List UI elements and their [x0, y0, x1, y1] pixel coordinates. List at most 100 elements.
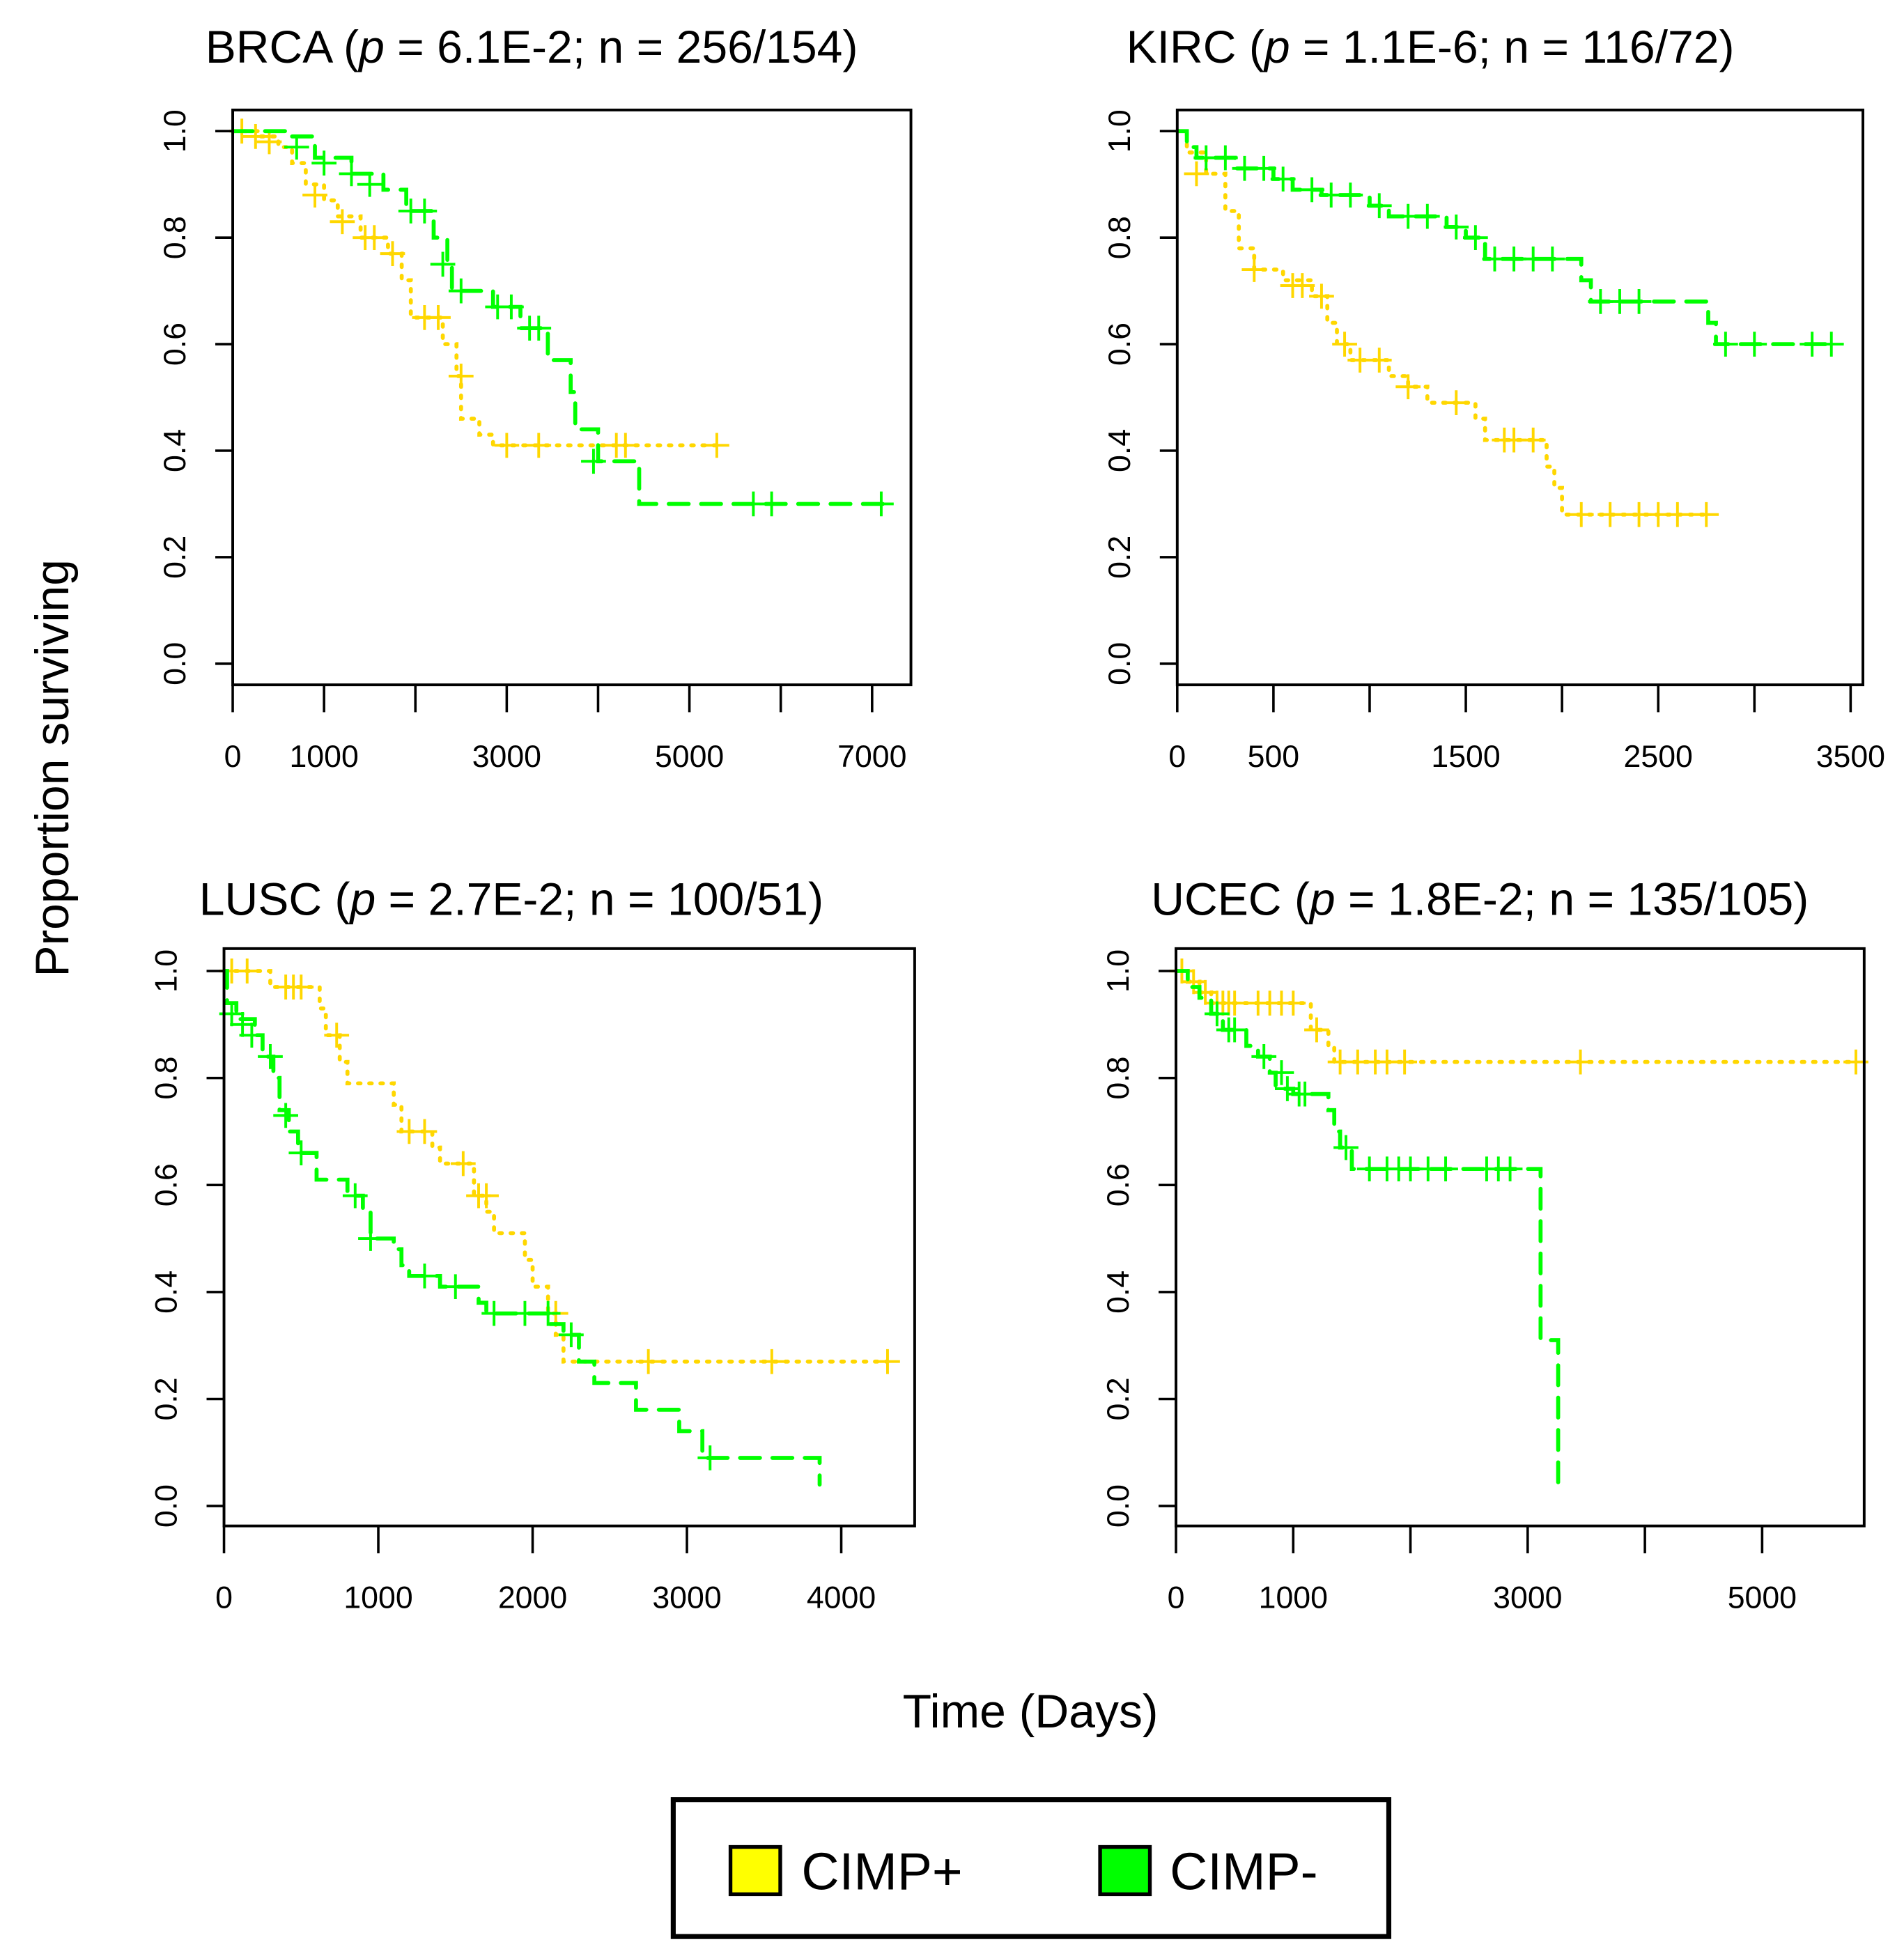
- censor-mark: [1366, 348, 1392, 373]
- km-curve-cimpplus: [1174, 969, 1858, 1064]
- censor-mark: [1290, 273, 1315, 298]
- censor-mark: [1205, 1001, 1230, 1027]
- panel-title-close: ): [808, 874, 823, 926]
- censor-mark: [1713, 332, 1738, 357]
- censor-mark: [1444, 390, 1469, 416]
- panel-title-stats: = 2.7E-2; n = 100/51: [376, 874, 808, 926]
- km-curve-cimpminus: [231, 129, 888, 506]
- panel-title-stats: = 6.1E-2; n = 256/154: [385, 22, 843, 73]
- y-tick-label: 0.2: [158, 536, 192, 579]
- km-curve-cimpminus: [1175, 129, 1834, 346]
- censor-mark: [494, 433, 520, 458]
- x-tick-label: 3000: [1493, 1581, 1562, 1615]
- x-tick-label: 3500: [1816, 740, 1885, 774]
- panel-title: LUSC (p = 2.7E-2; n = 100/51): [199, 874, 823, 926]
- censor-mark: [1520, 427, 1546, 453]
- y-tick-label: 0.4: [1103, 429, 1137, 472]
- y-tick-label: 0.8: [158, 216, 192, 259]
- panel-title: BRCA (p = 6.1E-2; n = 256/154): [206, 22, 858, 73]
- y-tick-label: 1.0: [150, 949, 184, 993]
- censor-mark: [1540, 246, 1565, 272]
- censor-mark: [559, 1322, 584, 1348]
- legend: CIMP+ CIMP-: [670, 1797, 1392, 1939]
- censor-mark: [581, 449, 606, 474]
- censor-mark: [442, 1274, 468, 1300]
- y-tick-label: 0.6: [1101, 1163, 1136, 1206]
- censor-mark: [1568, 502, 1594, 527]
- y-axis-label: Proportion surviving: [26, 559, 79, 977]
- legend-swatch-cimp-minus: [1098, 1844, 1152, 1897]
- panel-title-close: ): [1793, 874, 1809, 926]
- km-curve-cimpminus: [1174, 969, 1561, 1492]
- x-tick-label: 7000: [837, 740, 906, 774]
- legend-box: [670, 1797, 1392, 1939]
- censor-mark: [1414, 203, 1440, 229]
- panel-brca: BRCA (p = 6.1E-2; n = 256/154) 0.0 0.2 0.4 0…: [158, 22, 913, 774]
- censor-mark: [1275, 1076, 1300, 1101]
- y-tick-label: 0.4: [158, 429, 192, 472]
- y-tick-label: 0.4: [150, 1271, 184, 1314]
- censor-mark: [869, 491, 894, 517]
- censor-mark: [1332, 332, 1357, 357]
- plot-frame: [1175, 947, 1866, 1528]
- censor-mark: [704, 433, 729, 458]
- x-tick-label: 5000: [1728, 1581, 1797, 1615]
- censor-mark: [1433, 1156, 1458, 1182]
- panel-title: UCEC (p = 1.8E-2; n = 135/105): [1151, 874, 1809, 926]
- censor-mark: [358, 1226, 383, 1251]
- y-tick-label: 0.0: [1103, 642, 1137, 685]
- censor-mark: [412, 1119, 438, 1144]
- x-tick-label: 4000: [807, 1581, 876, 1615]
- censor-mark: [1742, 332, 1767, 357]
- y-tick-label: 0.2: [150, 1377, 184, 1420]
- plot-frame: [1175, 108, 1865, 687]
- y-tick-label: 0.2: [1101, 1377, 1136, 1420]
- panel-title-open: (: [334, 874, 350, 926]
- x-tick-label: 2500: [1624, 740, 1693, 774]
- censor-mark: [875, 1349, 900, 1374]
- plot-frame: [222, 947, 916, 1528]
- censor-mark: [1309, 283, 1334, 309]
- censor-mark: [239, 1023, 265, 1048]
- y-tick-label: 0.8: [150, 1057, 184, 1100]
- censor-mark: [324, 1023, 350, 1048]
- censor-mark: [526, 433, 552, 458]
- censor-mark: [1338, 182, 1363, 208]
- censor-mark: [1251, 155, 1276, 181]
- censor-mark: [1392, 1049, 1418, 1075]
- censor-mark: [759, 491, 784, 517]
- panel-title-p: p: [357, 22, 385, 73]
- legend-label-cimp-minus: CIMP-: [1170, 1842, 1318, 1900]
- censor-mark: [258, 1044, 283, 1069]
- censor-mark: [1568, 1049, 1593, 1075]
- panel-title-stats: = 1.8E-2; n = 135/105: [1336, 874, 1794, 926]
- censor-mark: [635, 1349, 661, 1374]
- censor-mark: [412, 1263, 438, 1289]
- x-tick-label: 0: [224, 740, 242, 774]
- censor-mark: [1251, 1044, 1277, 1069]
- y-tick-label: 0.8: [1103, 216, 1137, 259]
- panel-ucec: UCEC (p = 1.8E-2; n = 135/105) 0.0 0.2 0.4 0…: [1101, 874, 1868, 1615]
- censor-mark: [284, 134, 309, 160]
- censor-mark: [234, 958, 260, 984]
- panel-title-name: UCEC: [1151, 874, 1294, 926]
- censor-mark: [448, 278, 474, 304]
- x-tick-label: 5000: [655, 740, 724, 774]
- censor-mark: [1497, 1156, 1523, 1182]
- censor-mark: [448, 364, 474, 389]
- censor-mark: [1270, 166, 1296, 192]
- censor-mark: [1597, 502, 1623, 527]
- censor-mark: [357, 171, 382, 197]
- censor-mark: [1241, 257, 1267, 282]
- censor-mark: [242, 124, 268, 149]
- x-tick-label: 3000: [472, 740, 541, 774]
- y-tick-label: 0.0: [150, 1484, 184, 1528]
- censor-mark: [1222, 991, 1248, 1016]
- censor-mark: [1818, 332, 1844, 357]
- censor-mark: [697, 1445, 723, 1470]
- censor-mark: [1184, 161, 1209, 187]
- x-tick-label: 3000: [652, 1581, 721, 1615]
- censor-mark: [1212, 145, 1238, 171]
- y-tick-label: 0.6: [150, 1163, 184, 1206]
- censor-mark: [499, 294, 524, 320]
